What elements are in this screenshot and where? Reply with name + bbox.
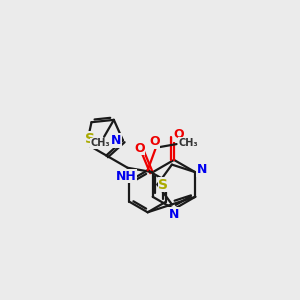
Text: N: N [197, 163, 207, 176]
Text: N: N [111, 134, 122, 147]
Text: CH₃: CH₃ [91, 138, 110, 148]
Text: O: O [173, 128, 184, 142]
Text: O: O [134, 142, 145, 155]
Text: NH: NH [116, 170, 136, 183]
Text: CH₃: CH₃ [178, 138, 198, 148]
Text: O: O [149, 135, 160, 148]
Text: S: S [158, 178, 168, 191]
Text: N: N [169, 208, 179, 221]
Text: S: S [85, 132, 95, 146]
